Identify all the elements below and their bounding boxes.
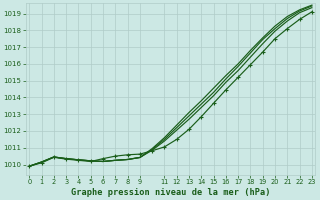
X-axis label: Graphe pression niveau de la mer (hPa): Graphe pression niveau de la mer (hPa): [71, 188, 270, 197]
